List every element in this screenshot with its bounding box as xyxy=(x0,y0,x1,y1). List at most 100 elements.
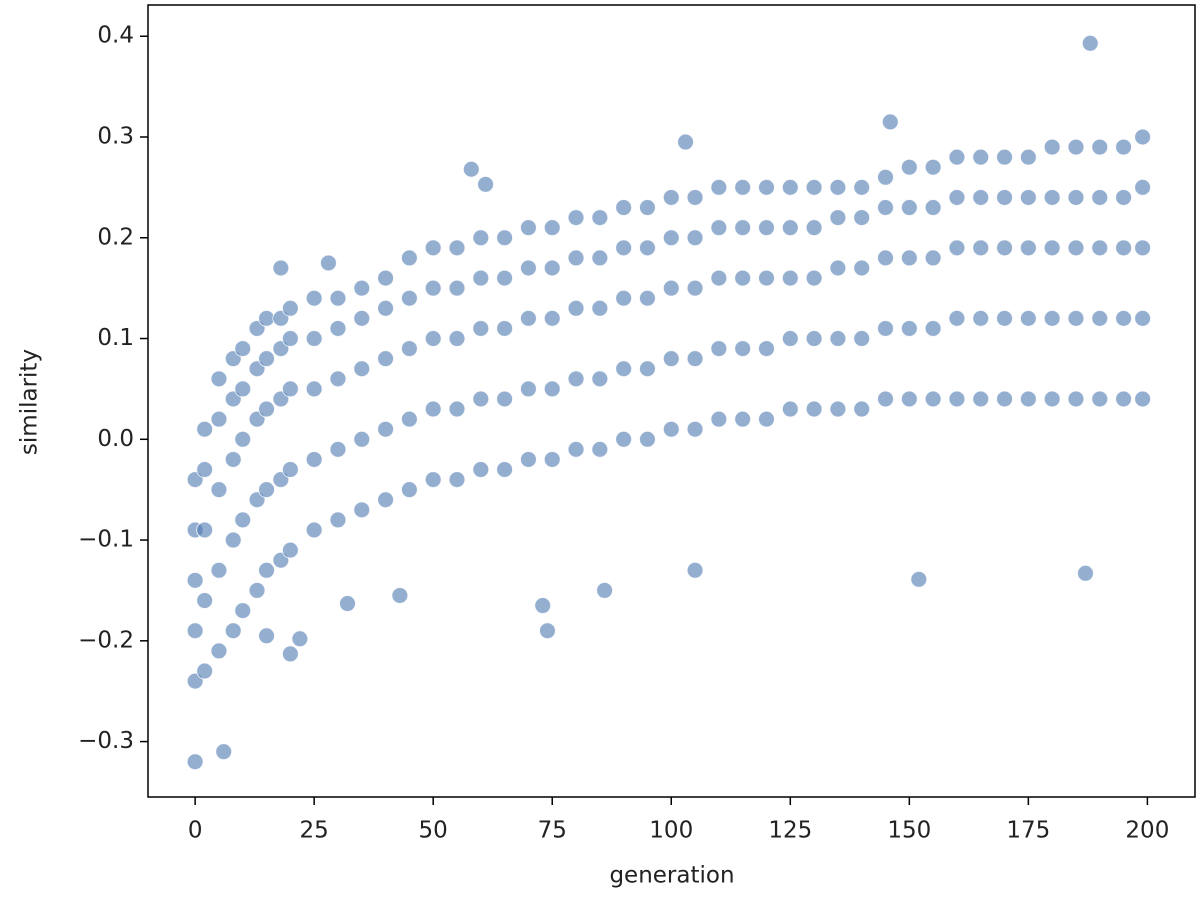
point xyxy=(686,420,704,438)
point xyxy=(948,390,966,408)
y-tick-label: −0.1 xyxy=(78,527,134,553)
point xyxy=(924,158,942,176)
point xyxy=(781,400,799,418)
point xyxy=(948,309,966,327)
point xyxy=(638,430,656,448)
point xyxy=(424,239,442,257)
point xyxy=(329,440,347,458)
point xyxy=(710,340,728,358)
point xyxy=(757,340,775,358)
point xyxy=(638,239,656,257)
point xyxy=(1043,239,1061,257)
point xyxy=(424,471,442,489)
y-tick-label: 0.4 xyxy=(97,23,134,49)
point xyxy=(591,209,609,227)
point xyxy=(353,501,371,519)
point xyxy=(281,645,299,663)
x-tick-label: 125 xyxy=(768,818,812,844)
point xyxy=(424,279,442,297)
point xyxy=(1067,309,1085,327)
point xyxy=(781,330,799,348)
point xyxy=(305,450,323,468)
point xyxy=(496,269,514,287)
point xyxy=(1134,239,1152,257)
x-tick-label: 75 xyxy=(538,818,567,844)
point xyxy=(448,330,466,348)
point xyxy=(281,461,299,479)
point xyxy=(829,209,847,227)
point xyxy=(234,380,252,398)
y-tick-label: −0.2 xyxy=(78,627,134,653)
point xyxy=(258,350,276,368)
point xyxy=(900,199,918,217)
point xyxy=(258,400,276,418)
point xyxy=(853,259,871,277)
point xyxy=(281,541,299,559)
y-tick-label: 0.3 xyxy=(97,124,134,150)
point xyxy=(615,239,633,257)
point xyxy=(1134,128,1152,146)
point xyxy=(519,309,537,327)
x-axis-label: generation xyxy=(609,863,734,889)
point xyxy=(910,570,928,588)
point xyxy=(924,319,942,337)
point xyxy=(638,199,656,217)
point xyxy=(1091,309,1109,327)
point xyxy=(353,360,371,378)
point xyxy=(734,410,752,428)
point xyxy=(496,390,514,408)
point xyxy=(677,133,695,151)
point xyxy=(877,390,895,408)
point xyxy=(448,239,466,257)
point xyxy=(686,188,704,206)
point xyxy=(519,380,537,398)
x-tick-label: 150 xyxy=(887,818,931,844)
point xyxy=(638,360,656,378)
point xyxy=(1081,34,1099,52)
point xyxy=(472,461,490,479)
point xyxy=(948,239,966,257)
point xyxy=(615,430,633,448)
point xyxy=(710,269,728,287)
point xyxy=(186,753,204,771)
point xyxy=(210,561,228,579)
point xyxy=(567,249,585,267)
x-tick-label: 200 xyxy=(1125,818,1169,844)
point xyxy=(710,219,728,237)
point xyxy=(996,309,1014,327)
point xyxy=(281,380,299,398)
point xyxy=(1019,309,1037,327)
point xyxy=(377,491,395,509)
point xyxy=(996,390,1014,408)
point xyxy=(829,178,847,196)
point xyxy=(853,178,871,196)
point xyxy=(319,254,337,272)
y-tick-label: 0.1 xyxy=(97,325,134,351)
point xyxy=(538,622,556,640)
point xyxy=(781,269,799,287)
point xyxy=(734,269,752,287)
point xyxy=(686,350,704,368)
x-tick-label: 50 xyxy=(419,818,448,844)
point xyxy=(1091,239,1109,257)
point xyxy=(462,160,480,178)
point xyxy=(1067,239,1085,257)
point xyxy=(186,571,204,589)
point xyxy=(377,420,395,438)
point xyxy=(1091,390,1109,408)
point xyxy=(448,471,466,489)
point xyxy=(877,199,895,217)
point xyxy=(1019,239,1037,257)
point xyxy=(258,561,276,579)
point xyxy=(710,178,728,196)
point xyxy=(757,410,775,428)
point xyxy=(1115,239,1133,257)
point xyxy=(272,259,290,277)
point xyxy=(496,319,514,337)
point xyxy=(1019,148,1037,166)
point xyxy=(972,390,990,408)
point xyxy=(258,481,276,499)
point xyxy=(1019,390,1037,408)
point xyxy=(881,113,899,131)
point xyxy=(900,249,918,267)
